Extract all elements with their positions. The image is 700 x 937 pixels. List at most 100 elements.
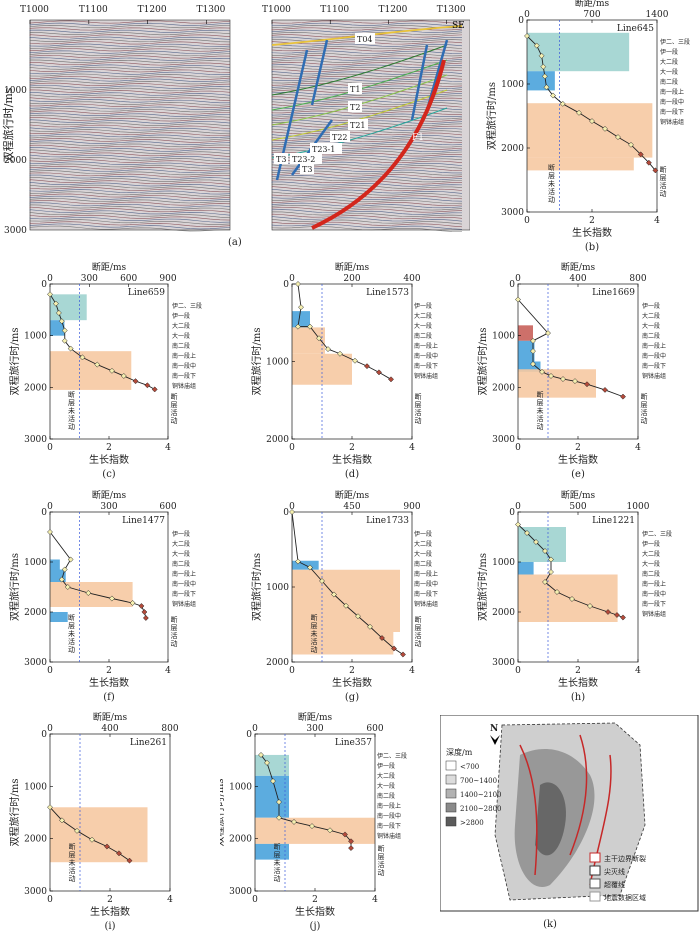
annotation-inactive-char: 动 bbox=[68, 645, 75, 654]
top-axis-label: 断距/ms bbox=[561, 489, 596, 501]
annotation-active-char: 活 bbox=[171, 631, 178, 640]
x-tick-label: 4 bbox=[165, 443, 171, 453]
x-axis-label: 生长指数 bbox=[332, 453, 372, 466]
x-tick-label: 4 bbox=[654, 216, 660, 226]
growth-point bbox=[652, 167, 659, 174]
annotation-active-char: 层 bbox=[415, 401, 422, 409]
top-tick-label: 600 bbox=[120, 274, 137, 284]
reflector-line bbox=[29, 121, 231, 127]
growth-point bbox=[116, 850, 122, 857]
reflector-line bbox=[271, 59, 463, 64]
strata-label: 南一段中 bbox=[377, 812, 401, 820]
growth-point bbox=[85, 590, 92, 596]
caption: (c) bbox=[102, 469, 116, 480]
reflector-line bbox=[29, 193, 231, 199]
y-tick-label: 1000 bbox=[501, 80, 524, 90]
growth-point bbox=[270, 778, 276, 785]
horizon-label: T22 bbox=[332, 133, 348, 142]
reflector-line bbox=[271, 57, 463, 61]
annotation-inactive-char: 断 bbox=[274, 842, 281, 851]
strata-label: 伊二、三段 bbox=[660, 38, 690, 46]
growth-point bbox=[515, 296, 521, 303]
y-tick-label: 2000 bbox=[492, 383, 515, 393]
minor-fault bbox=[410, 44, 429, 121]
reflector-line bbox=[29, 149, 231, 155]
top-tick-label: 600 bbox=[366, 724, 383, 734]
growth-point bbox=[276, 799, 282, 805]
strata-label: 南二段 bbox=[172, 560, 190, 568]
reflector-line bbox=[271, 175, 463, 180]
caption: (f) bbox=[103, 692, 115, 703]
y-tick-label: 0 bbox=[518, 16, 524, 26]
horizon-label-bg bbox=[274, 153, 288, 164]
throw-bar bbox=[50, 612, 68, 622]
horizon-label: T3 bbox=[276, 155, 286, 164]
chart-e: 0 2 4 生长指数 0 400 800 断距/ms 0 1000 2000 3000 双程旅行时/ms… bbox=[468, 252, 700, 482]
strata-label: 南一段中 bbox=[642, 590, 666, 598]
growth-point bbox=[129, 600, 136, 606]
throw-bar bbox=[518, 562, 534, 575]
growth-point bbox=[67, 556, 74, 563]
strata-label: 南一段中 bbox=[172, 580, 196, 588]
growth-point bbox=[538, 52, 545, 59]
minor-fault bbox=[310, 39, 329, 106]
reflector-line bbox=[271, 25, 463, 29]
x-tick-label: T1200 bbox=[138, 5, 167, 15]
growth-point bbox=[352, 357, 358, 364]
throw-bar bbox=[50, 807, 148, 863]
depth-legend-swatch bbox=[445, 760, 457, 771]
growth-point bbox=[533, 42, 540, 49]
growth-point bbox=[138, 603, 145, 609]
boundary-fault bbox=[519, 744, 538, 876]
reflector-line bbox=[29, 168, 231, 173]
growth-point bbox=[524, 33, 530, 39]
strata-label: 南二段 bbox=[660, 78, 678, 86]
growth-point bbox=[291, 818, 297, 825]
growth-point bbox=[120, 373, 127, 379]
strata-label: 南一段下 bbox=[414, 590, 438, 598]
reflector-line bbox=[29, 80, 231, 85]
growth-point bbox=[515, 521, 521, 528]
top-tick-label: 0 bbox=[47, 274, 53, 284]
strata-label: 铜钵庙组 bbox=[414, 372, 438, 380]
annotation-inactive-char: 活 bbox=[69, 866, 76, 875]
reflector-line bbox=[29, 189, 231, 195]
x-tick-label: 0 bbox=[289, 443, 295, 453]
annotation-active-char: 断 bbox=[415, 392, 422, 401]
reflector-line bbox=[271, 147, 463, 152]
y-tick-label: 3000 bbox=[24, 887, 47, 897]
throw-bar bbox=[527, 157, 634, 171]
x-tick-label: 4 bbox=[409, 666, 415, 676]
annotation-active-char: 断 bbox=[660, 165, 667, 174]
strata-label: 大二段 bbox=[414, 312, 432, 320]
reflector-line bbox=[271, 112, 463, 117]
growth-point bbox=[628, 141, 634, 148]
growth-point bbox=[548, 556, 554, 563]
reflector-line bbox=[29, 144, 231, 150]
reflector-line bbox=[271, 186, 463, 192]
y-tick-label: 3000 bbox=[24, 435, 47, 445]
annotation-active-char: 动 bbox=[415, 639, 422, 648]
growth-point bbox=[108, 367, 115, 374]
growth-point bbox=[307, 323, 313, 330]
north-arrow-icon bbox=[490, 735, 500, 745]
annotation-inactive-char: 动 bbox=[69, 874, 76, 883]
reflector-line bbox=[29, 138, 231, 143]
top-tick-label: 300 bbox=[306, 724, 323, 734]
chart-c: 0 2 4 生长指数 0 300 600 900 断距/ms 0 1000 2000 3000 双程旅行时… bbox=[0, 252, 232, 482]
growth-point bbox=[289, 509, 295, 515]
reflector-line bbox=[29, 29, 231, 33]
throw-bar bbox=[50, 320, 65, 336]
x-axis-label: 生长指数 bbox=[558, 676, 598, 689]
y-tick-label: 0 bbox=[509, 508, 515, 518]
reflector-line bbox=[29, 127, 231, 132]
horizon-label: T21 bbox=[350, 121, 366, 130]
growth-point bbox=[276, 814, 282, 821]
growth-point bbox=[615, 134, 621, 141]
strata-label: 大二段 bbox=[172, 322, 190, 330]
strata-label: 南一段中 bbox=[414, 352, 438, 360]
reflector-line bbox=[271, 110, 463, 115]
annotation-inactive-char: 断 bbox=[68, 613, 75, 622]
reflector-line bbox=[29, 31, 231, 36]
strata-label: 铜钵庙组 bbox=[660, 118, 684, 126]
